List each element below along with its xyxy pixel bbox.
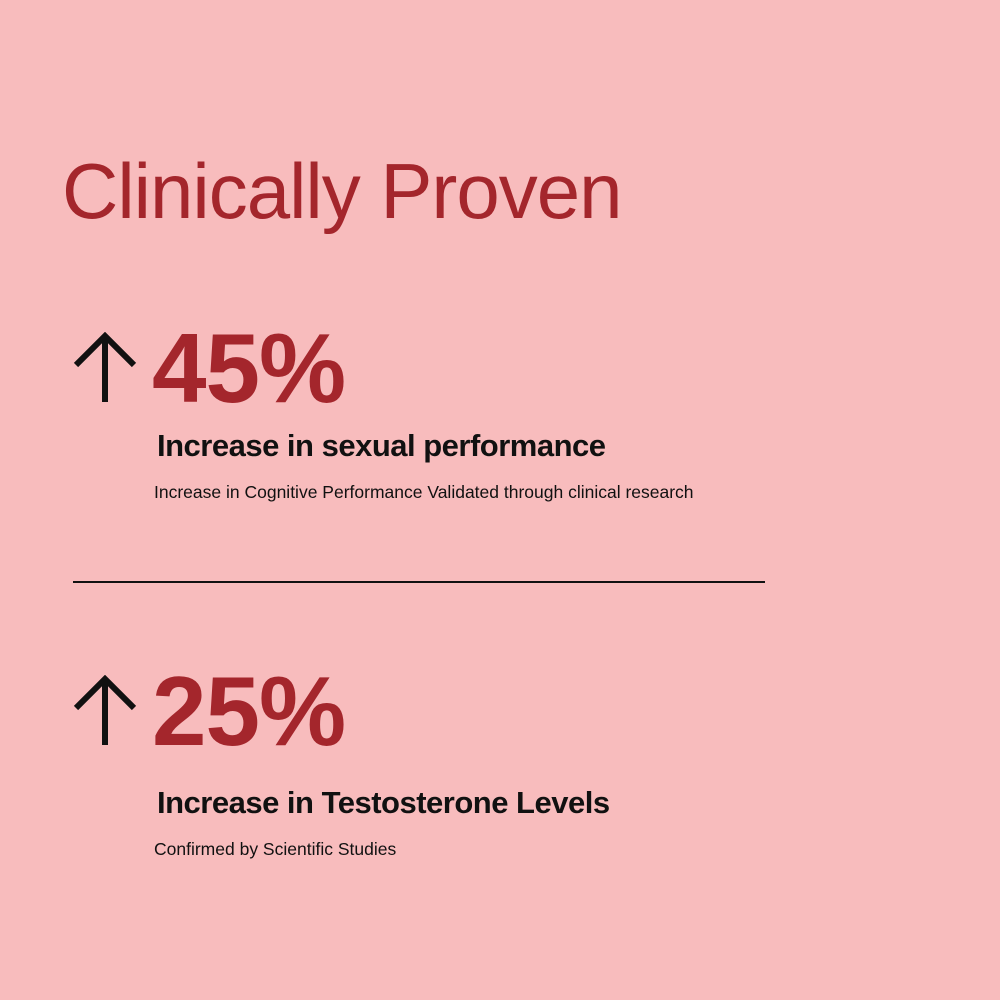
stat-description: Confirmed by Scientific Studies (154, 839, 397, 859)
arrow-icon (73, 675, 137, 745)
arrow-icon (73, 332, 137, 402)
stat-value: 45% (152, 313, 346, 423)
stat: 45% Increase in sexual performance Incre… (0, 313, 1000, 592)
title: Clinically Proven (62, 147, 623, 235)
stat-description: Increase in Cognitive Performance Valida… (154, 482, 694, 502)
stat-value: 25% (152, 656, 346, 766)
stat: 25% Increase in Testosterone Levels Conf… (0, 656, 1000, 935)
stat-heading: Increase in sexual performance (157, 428, 606, 463)
divider (73, 581, 765, 583)
stat-heading: Increase in Testosterone Levels (157, 785, 610, 820)
